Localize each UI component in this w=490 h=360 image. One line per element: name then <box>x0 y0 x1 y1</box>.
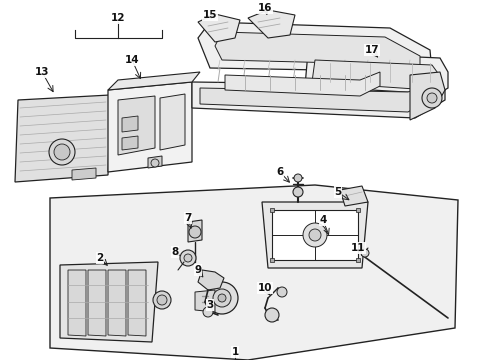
Text: 14: 14 <box>124 55 139 65</box>
Polygon shape <box>340 186 368 206</box>
Text: 10: 10 <box>258 283 272 293</box>
Polygon shape <box>60 262 158 342</box>
Circle shape <box>218 294 226 302</box>
Polygon shape <box>195 290 215 312</box>
Text: 9: 9 <box>195 265 201 275</box>
Polygon shape <box>108 72 200 90</box>
Polygon shape <box>215 32 420 65</box>
Polygon shape <box>122 136 138 150</box>
Polygon shape <box>200 82 436 112</box>
Circle shape <box>49 139 75 165</box>
Text: 12: 12 <box>111 13 125 23</box>
Polygon shape <box>148 156 162 168</box>
Circle shape <box>309 229 321 241</box>
Polygon shape <box>192 75 445 118</box>
Text: 7: 7 <box>184 213 192 223</box>
Circle shape <box>206 282 238 314</box>
Circle shape <box>213 289 231 307</box>
Polygon shape <box>410 72 445 120</box>
Polygon shape <box>72 168 96 180</box>
Polygon shape <box>198 22 432 72</box>
Polygon shape <box>248 10 295 38</box>
Text: 2: 2 <box>97 253 103 263</box>
Polygon shape <box>88 270 106 336</box>
Polygon shape <box>160 94 185 150</box>
Circle shape <box>294 174 302 182</box>
Polygon shape <box>108 82 192 172</box>
Circle shape <box>189 226 201 238</box>
Polygon shape <box>15 95 110 182</box>
Polygon shape <box>122 116 138 132</box>
Text: 6: 6 <box>276 167 284 177</box>
Circle shape <box>422 88 442 108</box>
Polygon shape <box>262 202 368 268</box>
Circle shape <box>157 295 167 305</box>
Text: 3: 3 <box>206 300 214 310</box>
Circle shape <box>361 249 369 257</box>
Text: 8: 8 <box>172 247 179 257</box>
Circle shape <box>180 250 196 266</box>
Circle shape <box>265 308 279 322</box>
Circle shape <box>153 291 171 309</box>
Circle shape <box>54 144 70 160</box>
Text: 11: 11 <box>351 243 365 253</box>
Polygon shape <box>198 14 240 42</box>
Polygon shape <box>68 270 86 336</box>
Polygon shape <box>108 270 126 336</box>
Polygon shape <box>198 270 224 290</box>
Text: 5: 5 <box>334 187 342 197</box>
Text: 17: 17 <box>365 45 379 55</box>
Polygon shape <box>312 60 440 90</box>
Polygon shape <box>128 270 146 336</box>
Polygon shape <box>270 208 274 212</box>
Circle shape <box>203 307 213 317</box>
Polygon shape <box>356 258 360 262</box>
Polygon shape <box>225 72 380 96</box>
Polygon shape <box>50 185 458 360</box>
Polygon shape <box>118 96 155 155</box>
Polygon shape <box>305 52 448 94</box>
Polygon shape <box>188 220 202 242</box>
Circle shape <box>427 93 437 103</box>
Polygon shape <box>356 208 360 212</box>
Text: 15: 15 <box>203 10 217 20</box>
Text: 13: 13 <box>35 67 49 77</box>
Circle shape <box>151 159 159 167</box>
Text: 16: 16 <box>258 3 272 13</box>
Text: 1: 1 <box>231 347 239 357</box>
Circle shape <box>303 223 327 247</box>
Text: 4: 4 <box>319 215 327 225</box>
Polygon shape <box>272 210 358 260</box>
Circle shape <box>277 287 287 297</box>
Polygon shape <box>270 258 274 262</box>
Circle shape <box>293 187 303 197</box>
Circle shape <box>184 254 192 262</box>
